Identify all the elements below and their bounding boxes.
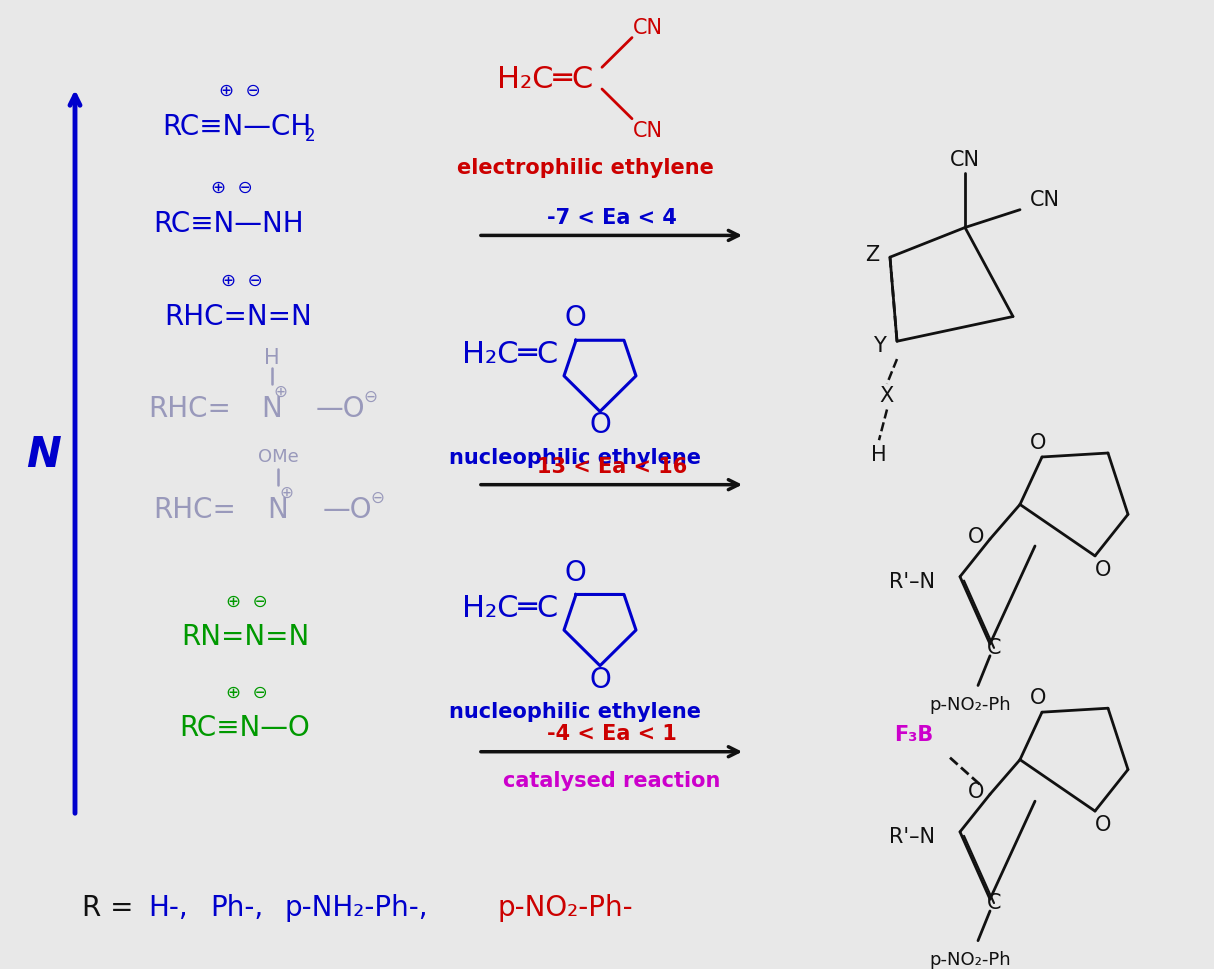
Text: H-,: H-,	[148, 894, 188, 922]
Text: electrophilic ethylene: electrophilic ethylene	[456, 158, 714, 178]
Text: Ph-,: Ph-,	[210, 894, 263, 922]
Text: RHC=: RHC=	[148, 395, 232, 423]
Text: CN: CN	[1029, 190, 1060, 210]
Text: Y: Y	[873, 336, 885, 357]
Text: OMe: OMe	[257, 448, 299, 466]
Text: p-NO₂-Ph-: p-NO₂-Ph-	[498, 894, 634, 922]
Text: O: O	[968, 782, 985, 802]
Text: H: H	[265, 348, 279, 368]
Text: ⊕  ⊖: ⊕ ⊖	[211, 179, 253, 197]
Text: O: O	[968, 527, 985, 547]
Text: -7 < Ea < 4: -7 < Ea < 4	[548, 207, 677, 228]
Text: Z: Z	[864, 245, 879, 266]
Text: RC≡N—NH: RC≡N—NH	[154, 209, 305, 237]
Text: H₂C═C: H₂C═C	[497, 65, 594, 94]
Text: N: N	[267, 496, 289, 524]
Text: ⊕  ⊖: ⊕ ⊖	[226, 592, 268, 610]
Text: CN: CN	[632, 120, 663, 141]
Text: catalysed reaction: catalysed reaction	[504, 771, 721, 792]
Text: N: N	[262, 395, 283, 423]
Text: H₂C═C: H₂C═C	[461, 339, 558, 368]
Text: O: O	[1095, 560, 1111, 579]
Text: R'–N: R'–N	[889, 827, 935, 847]
Text: ⊖: ⊖	[370, 488, 384, 507]
Text: —O: —O	[322, 496, 371, 524]
Text: p-NO₂-Ph: p-NO₂-Ph	[929, 952, 1011, 969]
Text: ⊖: ⊖	[363, 388, 376, 406]
Text: N: N	[27, 434, 62, 476]
Text: ⊕  ⊖: ⊕ ⊖	[221, 272, 263, 290]
Text: O: O	[565, 559, 586, 586]
Text: O: O	[589, 411, 611, 439]
Text: RN=N=N: RN=N=N	[181, 623, 310, 651]
Text: H: H	[872, 445, 886, 465]
Text: R'–N: R'–N	[889, 572, 935, 592]
Text: RHC=: RHC=	[153, 496, 237, 524]
Text: ⊕: ⊕	[279, 484, 293, 502]
Text: 13 < Ea < 16: 13 < Ea < 16	[537, 456, 687, 477]
Text: ⊕: ⊕	[273, 383, 287, 401]
Text: O: O	[1095, 815, 1111, 835]
Text: RC≡N—O: RC≡N—O	[180, 714, 311, 742]
Text: O: O	[1029, 433, 1046, 453]
Text: p-NO₂-Ph: p-NO₂-Ph	[929, 697, 1011, 714]
Text: CN: CN	[951, 150, 980, 171]
Text: R =: R =	[83, 894, 134, 922]
Text: ⊕  ⊖: ⊕ ⊖	[219, 82, 261, 100]
Text: 2: 2	[305, 128, 316, 145]
Text: H₂C═C: H₂C═C	[461, 594, 558, 623]
Text: nucleophilic ethylene: nucleophilic ethylene	[449, 703, 700, 722]
Text: O: O	[589, 666, 611, 694]
Text: ⊕  ⊖: ⊕ ⊖	[226, 683, 268, 702]
Text: O: O	[1029, 688, 1046, 708]
Text: -4 < Ea < 1: -4 < Ea < 1	[548, 724, 677, 744]
Text: p-NH₂-Ph-,: p-NH₂-Ph-,	[285, 894, 429, 922]
Text: RHC=N=N: RHC=N=N	[164, 302, 312, 330]
Text: RC≡N—CH: RC≡N—CH	[163, 112, 312, 141]
Text: C: C	[987, 638, 1002, 658]
Text: —O: —O	[316, 395, 364, 423]
Text: X: X	[880, 386, 895, 406]
Text: O: O	[565, 304, 586, 332]
Text: F₃B: F₃B	[895, 725, 934, 745]
Text: CN: CN	[632, 17, 663, 38]
Text: nucleophilic ethylene: nucleophilic ethylene	[449, 448, 700, 468]
Text: C: C	[987, 893, 1002, 913]
